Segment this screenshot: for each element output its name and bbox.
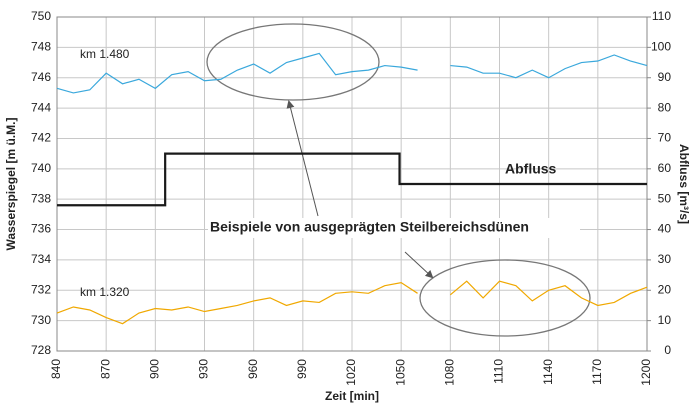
series-label: Abfluss xyxy=(505,161,557,177)
y-tick-label: 750 xyxy=(31,9,51,23)
arrow xyxy=(404,251,434,279)
x-tick-label: 900 xyxy=(148,359,162,379)
x-tick-label: 840 xyxy=(49,359,63,379)
y2-axis-label: Abfluss [m³/s] xyxy=(677,144,691,224)
y-tick-label: 738 xyxy=(31,191,51,205)
y2-tick-label: 50 xyxy=(658,191,672,205)
y-axis-label: Wasserspiegel [m ü.M.] xyxy=(4,118,18,251)
x-tick-label: 1170 xyxy=(590,359,604,385)
series-line xyxy=(57,152,647,207)
y2-tick-label: 30 xyxy=(658,252,672,266)
series-line xyxy=(56,52,648,94)
x-tick-label: 1050 xyxy=(393,359,407,386)
x-tick-label: 930 xyxy=(197,359,211,379)
y-tick-label: 744 xyxy=(31,100,51,114)
arrow xyxy=(286,100,319,217)
y2-tick-label: 100 xyxy=(651,40,671,54)
highlight-ellipse xyxy=(419,259,591,337)
y2-tick-label: 40 xyxy=(658,222,672,236)
highlight-ellipse xyxy=(206,23,380,101)
x-tick-label: 1110 xyxy=(492,359,506,384)
x-axis-label: Zeit [min] xyxy=(325,389,379,403)
x-tick-label: 1080 xyxy=(443,359,457,386)
y-tick-label: 742 xyxy=(31,131,51,145)
y-tick-label: 732 xyxy=(31,282,51,296)
y2-tick-label: 60 xyxy=(658,161,672,175)
annotation-bg xyxy=(208,218,580,238)
series-line xyxy=(56,280,648,325)
y-tick-label: 730 xyxy=(31,313,51,327)
y2-tick-label: 10 xyxy=(658,313,672,327)
y2-tick-label: 110 xyxy=(652,9,671,23)
x-tick-label: 870 xyxy=(98,359,112,379)
y-tick-label: 728 xyxy=(31,343,51,357)
x-tick-label: 960 xyxy=(246,359,260,379)
y2-tick-label: 0 xyxy=(664,343,671,357)
y2-tick-label: 90 xyxy=(658,70,672,84)
series-label: km 1.320 xyxy=(80,285,130,299)
annotation: Beispiele von ausgeprägten Steilbereichs… xyxy=(210,219,529,235)
y2-tick-label: 20 xyxy=(658,282,672,296)
x-tick-label: 1200 xyxy=(639,359,653,386)
y-tick-label: 736 xyxy=(31,222,51,236)
x-tick-label: 1140 xyxy=(541,359,555,385)
x-tick-label: 1020 xyxy=(344,359,358,386)
y-tick-label: 746 xyxy=(31,70,51,84)
x-tick-label: 990 xyxy=(295,359,309,379)
series-label: km 1.480 xyxy=(80,47,130,61)
y2-tick-label: 80 xyxy=(658,100,672,114)
y2-tick-label: 70 xyxy=(658,131,672,145)
y-tick-label: 748 xyxy=(31,40,51,54)
y-tick-label: 740 xyxy=(31,161,51,175)
y-tick-label: 734 xyxy=(31,252,51,266)
